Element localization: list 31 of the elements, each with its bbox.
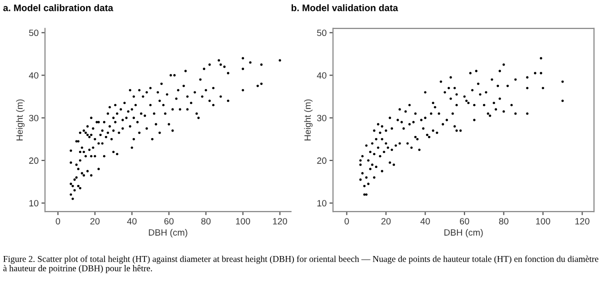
x-tick-label: 20: [381, 218, 391, 224]
chart-title: a. Model calibration data: [3, 4, 114, 12]
x-axis-title: DBH (cm): [148, 229, 188, 238]
caption: Figure 2. Scatter plot of total height (HT) against diameter at breast height (DBH) for oriental beech — Nuage de points de hauteur totale (HT) en fonction du diamètre à hauteur de poitrine (DBH) pour le hêtre.: [3, 256, 598, 274]
x-tick-label: 20: [90, 218, 100, 224]
x-tick-label: 80: [499, 218, 508, 224]
y-tick-label: 10: [317, 200, 326, 206]
y-tick-label: 50: [29, 30, 38, 36]
y-tick-label: 20: [29, 157, 38, 164]
y-axis-title: Height (m): [16, 99, 25, 140]
y-tick-label: 50: [317, 30, 326, 36]
x-tick-label: 60: [460, 218, 470, 224]
x-tick-label: 100: [536, 218, 550, 224]
x-tick-label: 0: [56, 218, 60, 224]
x-tick-label: 80: [201, 218, 211, 224]
chart-title: b. Model validation data: [292, 4, 398, 12]
y-tick-label: 20: [317, 157, 326, 164]
y-tick-label: 30: [29, 114, 38, 122]
y-tick-label: 40: [28, 72, 38, 79]
x-tick-label: 60: [164, 218, 174, 224]
y-tick-label: 10: [29, 200, 38, 206]
y-tick-label: 40: [316, 72, 326, 79]
x-axis-title: DBH (cm): [444, 229, 483, 238]
x-tick-label: 40: [420, 218, 430, 224]
x-tick-label: 0: [344, 218, 349, 224]
x-tick-label: 120: [273, 218, 288, 224]
x-tick-label: 120: [575, 218, 590, 224]
x-tick-label: 40: [127, 218, 137, 224]
x-tick-label: 100: [236, 218, 250, 224]
y-axis-title: Height (m): [304, 99, 313, 140]
y-tick-label: 30: [317, 114, 326, 122]
